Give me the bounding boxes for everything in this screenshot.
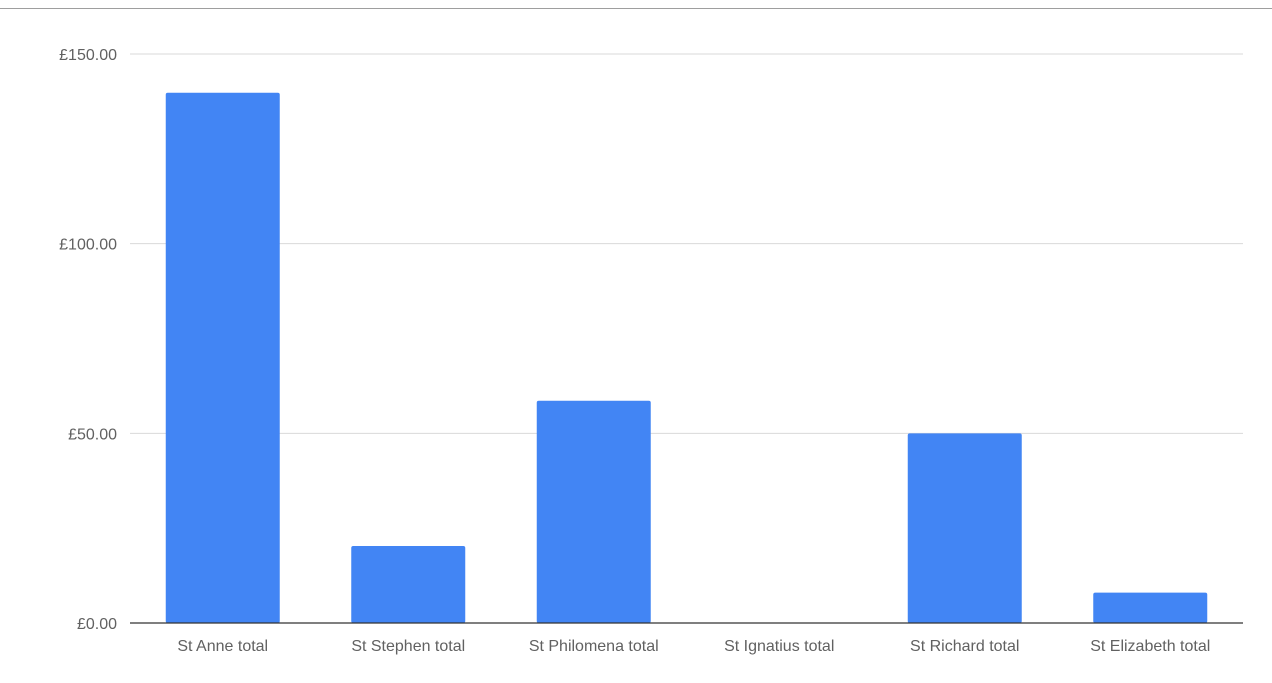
x-tick-label: St Richard total [910, 638, 1019, 655]
y-tick-label: £0.00 [77, 616, 117, 633]
bar [165, 92, 280, 623]
bar [536, 400, 651, 623]
top-divider [0, 8, 1272, 9]
y-axis-tick-labels: £0.00 £50.00 £100.00 £150.00 [59, 47, 117, 633]
x-tick-label: St Anne total [177, 638, 268, 655]
x-axis-tick-labels: St Anne total St Stephen total St Philomen… [177, 638, 1210, 655]
x-tick-label: St Philomena total [529, 638, 659, 655]
x-tick-label: St Ignatius total [724, 638, 834, 655]
grid-lines [130, 53, 1243, 434]
y-tick-label: £150.00 [59, 47, 117, 64]
x-tick-label: St Elizabeth total [1090, 638, 1210, 655]
y-tick-label: £50.00 [68, 426, 117, 443]
bar [1093, 592, 1208, 623]
bar [351, 545, 466, 623]
bar [907, 433, 1022, 623]
y-tick-label: £100.00 [59, 237, 117, 254]
bars [165, 92, 1208, 623]
x-tick-label: St Stephen total [351, 638, 465, 655]
